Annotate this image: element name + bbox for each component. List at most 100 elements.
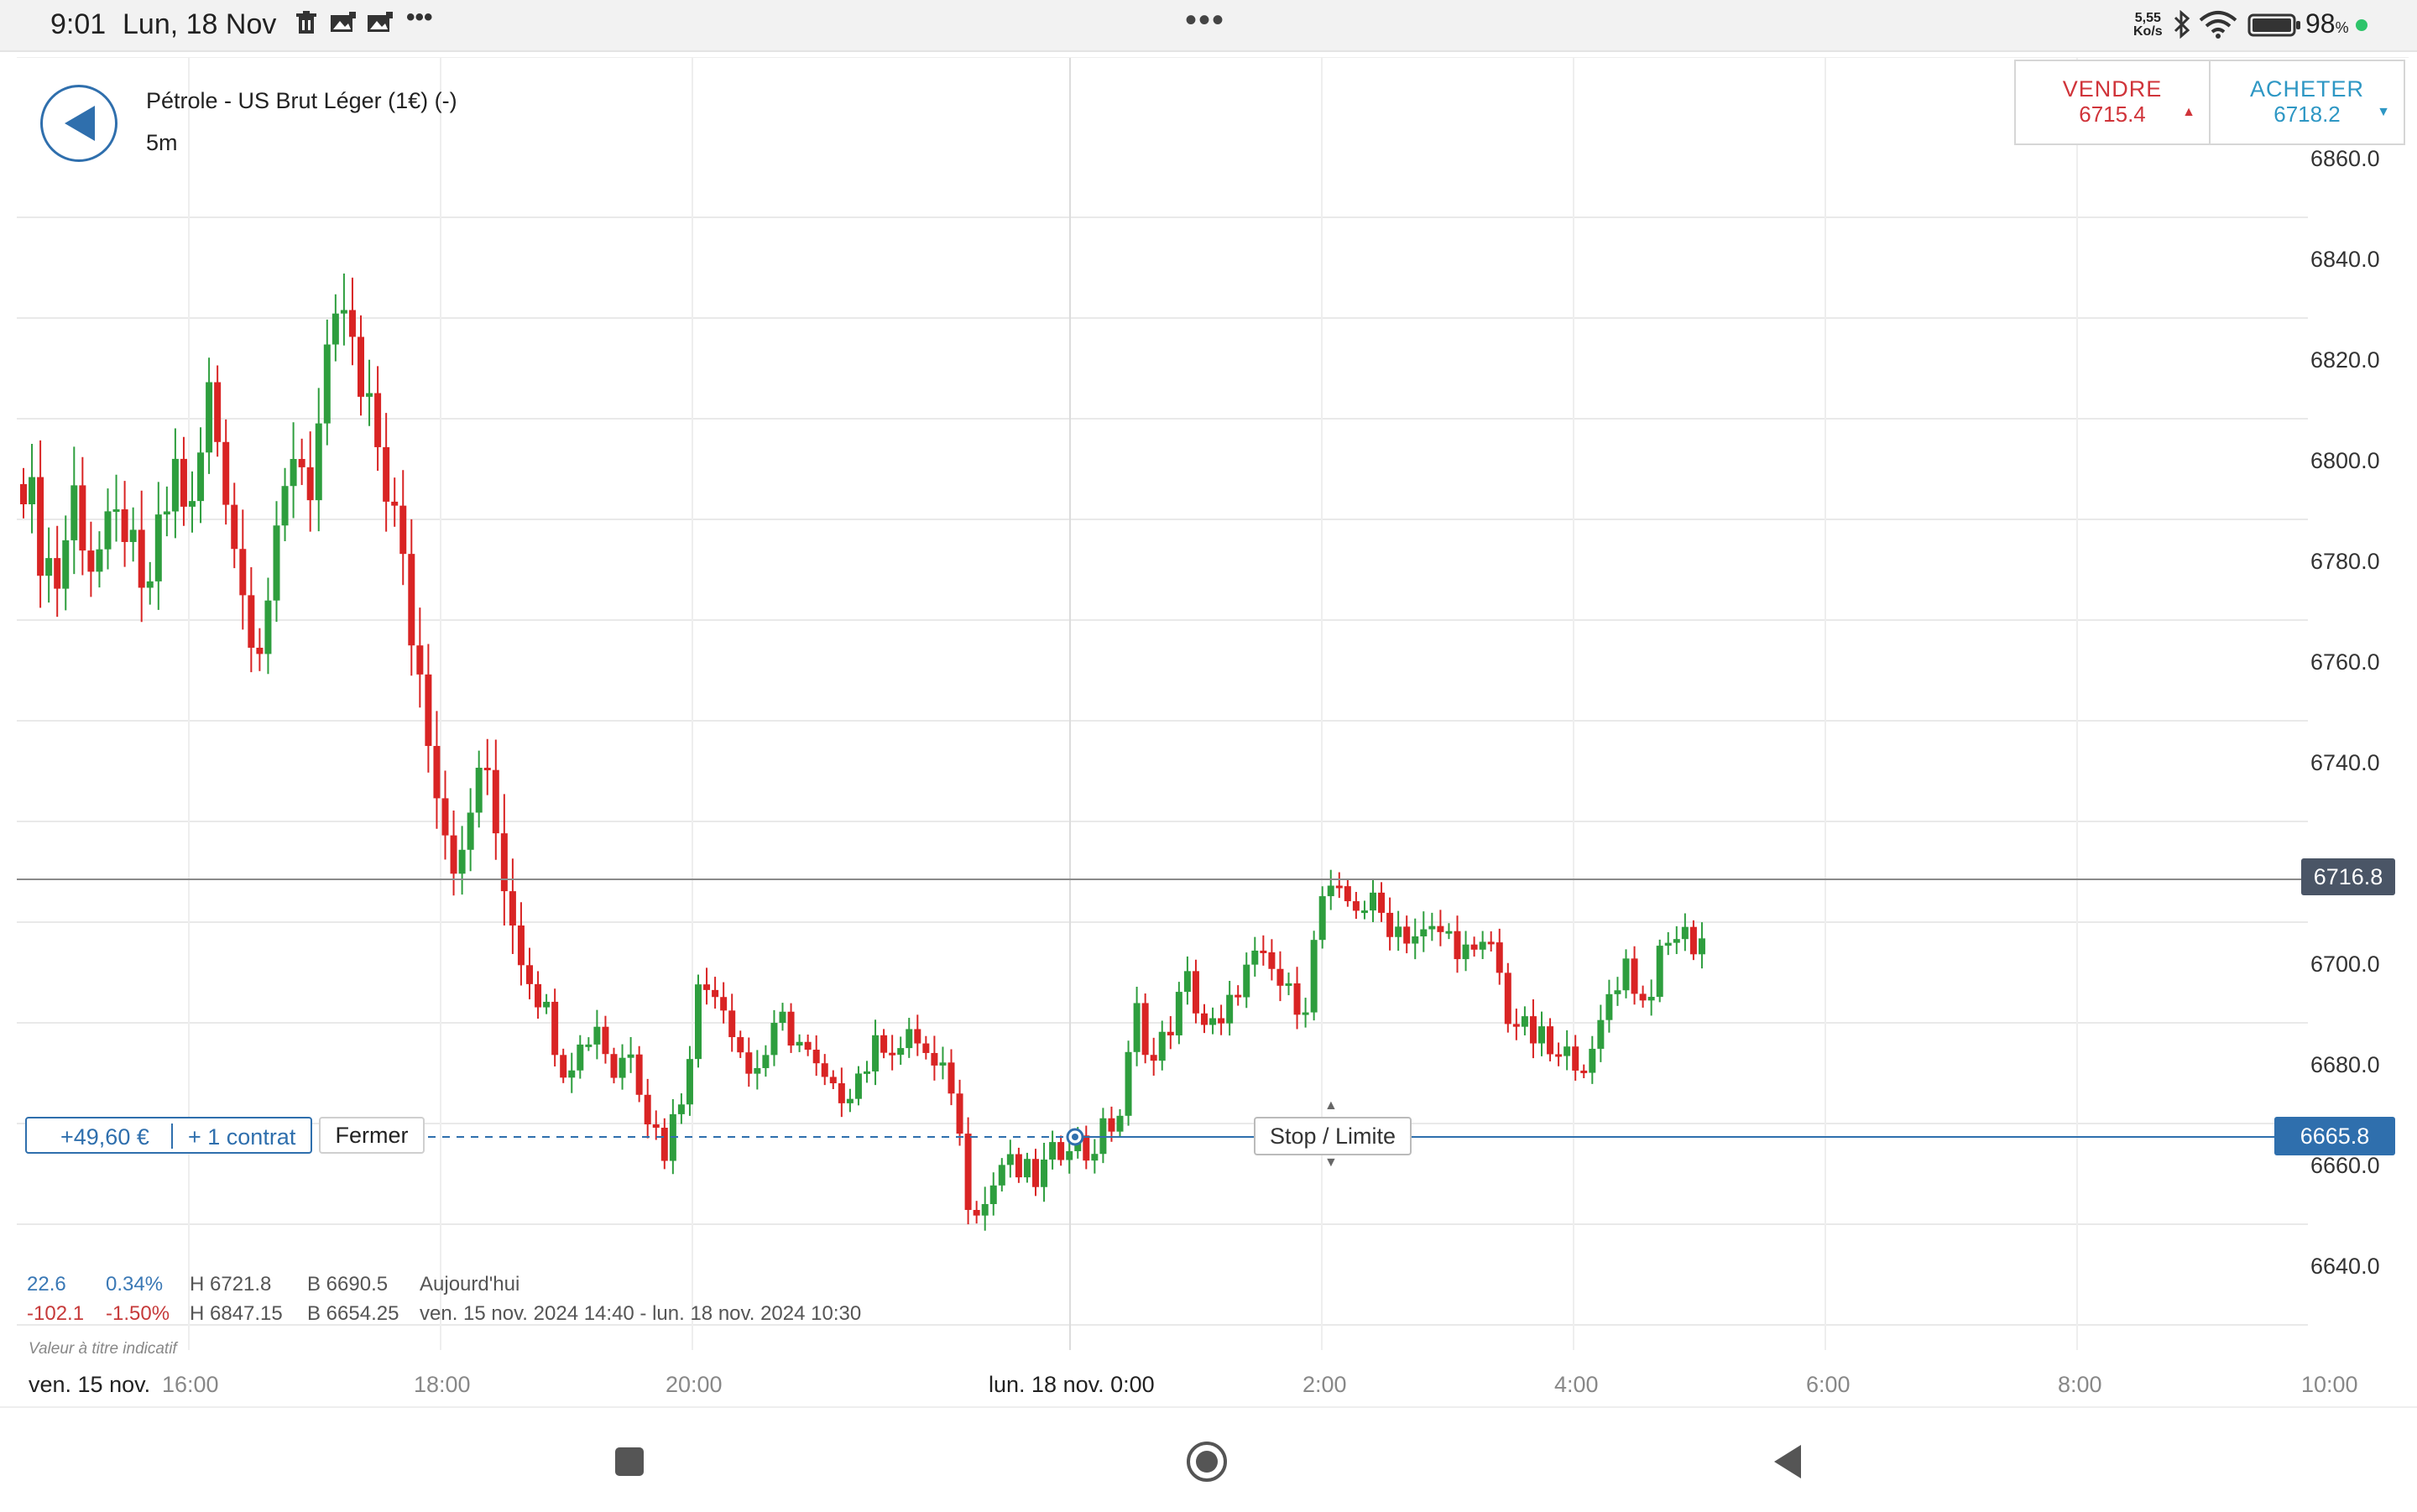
candle-body <box>450 835 457 874</box>
candle-body <box>374 393 382 447</box>
order-price-tag[interactable]: 6665.8 <box>2274 1117 2395 1155</box>
candle-body <box>1335 885 1343 889</box>
multitask-dots-icon[interactable]: ••• <box>1185 2 1226 39</box>
candle-body <box>45 558 53 576</box>
charging-dot-icon <box>2355 18 2368 36</box>
range-label: ven. 15 nov. 2024 14:40 - lun. 18 nov. 2… <box>420 1302 862 1325</box>
candle-body <box>989 1185 997 1205</box>
candle-body <box>180 458 187 507</box>
candle-body <box>1403 926 1411 944</box>
position-pnl-box[interactable]: +49,60 € + 1 contrat <box>25 1117 312 1154</box>
candle-body <box>129 529 137 542</box>
candle-body <box>1639 993 1647 1001</box>
candles <box>20 274 1705 1231</box>
close-position-button[interactable]: Fermer <box>319 1117 425 1154</box>
candle-body <box>1057 1142 1065 1160</box>
y-tick: 6740.0 <box>2310 750 2380 775</box>
candle-body <box>745 1052 753 1074</box>
candle-body <box>1251 950 1259 965</box>
candle-body <box>138 529 145 588</box>
candle-body <box>290 459 297 487</box>
chart-panel[interactable]: Pétrole - US Brut Léger (1€) (-) 5m VEND… <box>17 57 2409 1405</box>
candle-body <box>1352 901 1360 911</box>
home-circle-icon[interactable] <box>1185 1440 1229 1488</box>
candle-body <box>1006 1154 1014 1165</box>
y-tick: 6760.0 <box>2310 649 2380 675</box>
candle-body <box>189 501 196 507</box>
y-tick: 6780.0 <box>2310 549 2380 574</box>
candle-body <box>754 1067 761 1074</box>
candle-body <box>931 1052 938 1066</box>
buy-button[interactable]: ACHETER 6718.2 ▼ <box>2211 61 2404 143</box>
recents-square-icon[interactable] <box>613 1445 646 1483</box>
candle-body <box>256 647 264 654</box>
candle-body <box>644 1094 651 1125</box>
y-tick: 6640.0 <box>2310 1254 2380 1279</box>
candle-body <box>54 558 61 589</box>
candle-body <box>1420 929 1428 936</box>
buy-label: ACHETER <box>2249 76 2364 102</box>
candle-body <box>391 501 399 506</box>
x-tick: lun. 18 nov. 0:00 <box>989 1372 1155 1397</box>
candle-body <box>864 1071 870 1074</box>
candle-body <box>703 984 711 990</box>
candle-body <box>1209 1018 1217 1025</box>
candle-body <box>315 423 322 501</box>
battery-percent-value: 98 <box>2305 8 2336 39</box>
candle-body <box>1462 944 1470 960</box>
candle-body <box>712 989 719 998</box>
candle-body <box>348 310 356 337</box>
candle-body <box>1412 936 1419 944</box>
sell-button[interactable]: VENDRE 6715.4 ▲ <box>2016 61 2211 143</box>
stop-down-handle-icon[interactable]: ▼ <box>1324 1155 1338 1170</box>
candle-body <box>1656 946 1663 998</box>
candle-body <box>358 336 364 397</box>
today-change: 22.6 <box>27 1273 66 1296</box>
candle-body <box>939 1062 947 1066</box>
candle-body <box>239 549 247 596</box>
candle-body <box>231 504 238 550</box>
back-triangle-icon[interactable] <box>1771 1443 1804 1484</box>
candle-body <box>880 1035 888 1053</box>
candle-body <box>340 310 347 314</box>
candle-body <box>1631 958 1638 994</box>
candle-body <box>1681 926 1689 940</box>
candle-body <box>1023 1159 1031 1178</box>
candle-body <box>998 1165 1005 1186</box>
candle-body <box>1041 1159 1048 1187</box>
timeframe-selector[interactable]: 5m <box>146 130 178 155</box>
y-tick: 6700.0 <box>2310 952 2380 977</box>
instrument-title: Pétrole - US Brut Léger (1€) (-) <box>146 88 457 113</box>
candle-body <box>526 965 533 984</box>
position-contracts: + 1 contrat <box>188 1124 296 1150</box>
candle-body <box>1083 1135 1090 1161</box>
candle-body <box>425 674 432 747</box>
x-tick: 16:00 <box>162 1372 219 1397</box>
candle-body <box>1318 896 1326 941</box>
candle-body <box>1285 983 1292 986</box>
candle-body <box>956 1093 963 1134</box>
sell-label: VENDRE <box>2062 76 2163 102</box>
range-pct: -1.50% <box>106 1302 170 1325</box>
candle-body <box>568 1070 576 1078</box>
price-chart[interactable] <box>17 58 2409 1405</box>
candle-body <box>829 1077 837 1084</box>
candle-body <box>281 486 289 526</box>
stop-limit-button[interactable]: Stop / Limite <box>1254 1117 1412 1155</box>
candle-body <box>947 1062 955 1094</box>
today-low: B 6690.5 <box>307 1273 389 1296</box>
back-button[interactable] <box>40 85 117 162</box>
candle-body <box>1370 892 1376 911</box>
stop-up-handle-icon[interactable]: ▲ <box>1324 1098 1338 1113</box>
candle-body <box>1201 1013 1208 1025</box>
candle-body <box>96 549 103 572</box>
candle-body <box>1605 993 1613 1020</box>
candle-body <box>619 1057 626 1078</box>
status-date: Lun, 18 Nov <box>123 8 277 40</box>
x-tick: 4:00 <box>1554 1372 1599 1397</box>
x-tick: 10:00 <box>2301 1372 2358 1397</box>
candle-body <box>560 1055 567 1078</box>
y-tick: 6680.0 <box>2310 1052 2380 1077</box>
candle-body <box>1066 1150 1073 1160</box>
x-tick: 8:00 <box>2058 1372 2102 1397</box>
